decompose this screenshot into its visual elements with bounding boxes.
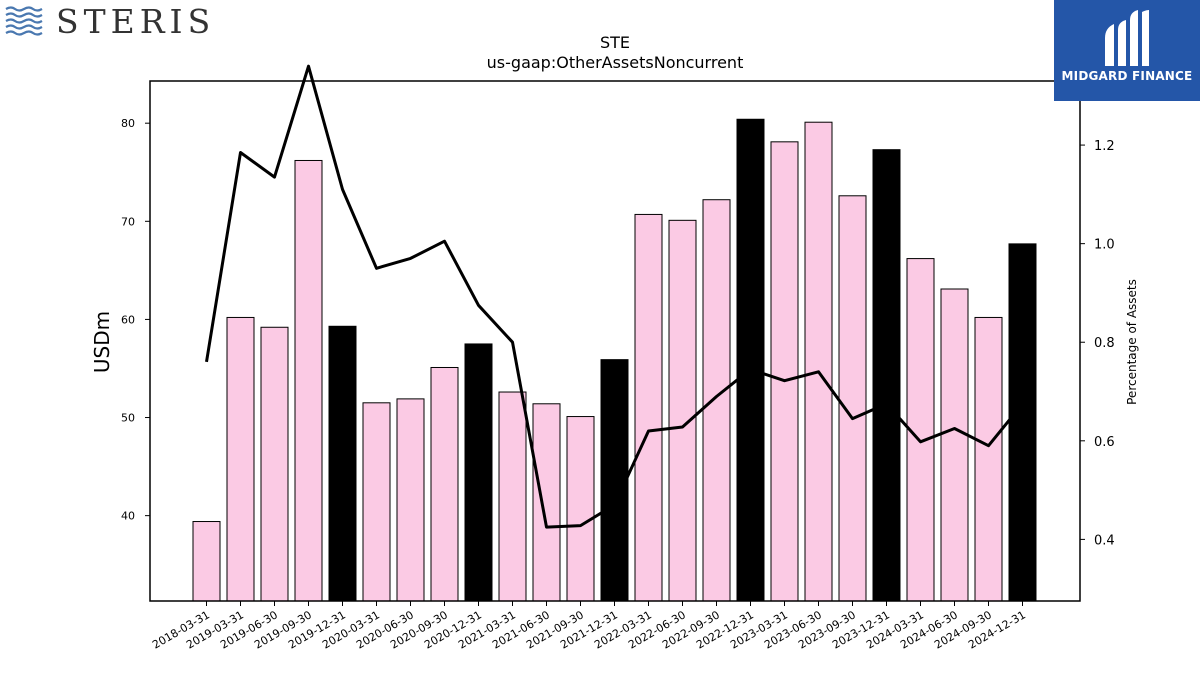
bar	[940, 288, 969, 602]
bar	[328, 325, 357, 602]
bar	[294, 159, 323, 602]
bar	[362, 402, 391, 602]
bar	[702, 199, 731, 602]
y-tick-label: 50	[121, 412, 135, 425]
y2-tick-label: 1.2	[1094, 139, 1115, 154]
percentage-line	[205, 64, 1024, 529]
midgard-finance-logo: MIDGARD FINANCE	[1054, 0, 1200, 101]
bar	[260, 326, 289, 602]
y2-tick-label: 0.6	[1094, 435, 1115, 450]
bars	[192, 118, 1037, 602]
bar	[566, 416, 595, 602]
bar	[396, 398, 425, 602]
midgard-wordmark: MIDGARD FINANCE	[1061, 69, 1193, 83]
y-tick-label: 60	[121, 313, 135, 326]
y-tick-label: 40	[121, 510, 135, 523]
y2-tick-label: 1.0	[1094, 238, 1115, 253]
bar	[192, 521, 221, 602]
bar	[532, 403, 561, 602]
bar	[634, 213, 663, 602]
bar	[668, 219, 697, 602]
y2-tick-label: 0.8	[1094, 336, 1115, 351]
bar	[736, 118, 765, 602]
bar	[226, 316, 255, 602]
bar	[770, 141, 799, 602]
bar	[872, 149, 901, 602]
y-tick-label: 70	[121, 215, 135, 228]
bar	[974, 316, 1003, 602]
steris-waves-icon	[5, 6, 43, 36]
y-axis-label: USDm	[90, 311, 114, 373]
steris-wordmark: STERIS	[56, 2, 216, 41]
midgard-m-icon	[1105, 10, 1149, 66]
bar	[430, 366, 459, 602]
bar	[838, 195, 867, 602]
y-axis-right: 0.4 0.6 0.8 1.0 1.2	[1080, 139, 1115, 548]
y-tick-label: 80	[121, 117, 135, 130]
y2-axis-label: Percentage of Assets	[1125, 279, 1139, 405]
bar	[1008, 243, 1037, 602]
y-axis-left: 40 50 60 70 80	[121, 117, 150, 523]
bar	[498, 391, 527, 602]
x-axis: 2018-03-312019-03-312019-06-302019-09-30…	[150, 601, 1028, 652]
bar	[804, 121, 833, 602]
chart-subtitle: us-gaap:OtherAssetsNoncurrent	[487, 53, 744, 72]
bar	[464, 343, 493, 602]
chart-title: STE	[600, 33, 630, 52]
steris-logo: STERIS	[4, 2, 214, 42]
bar	[600, 359, 629, 602]
y2-tick-label: 0.4	[1094, 533, 1115, 548]
